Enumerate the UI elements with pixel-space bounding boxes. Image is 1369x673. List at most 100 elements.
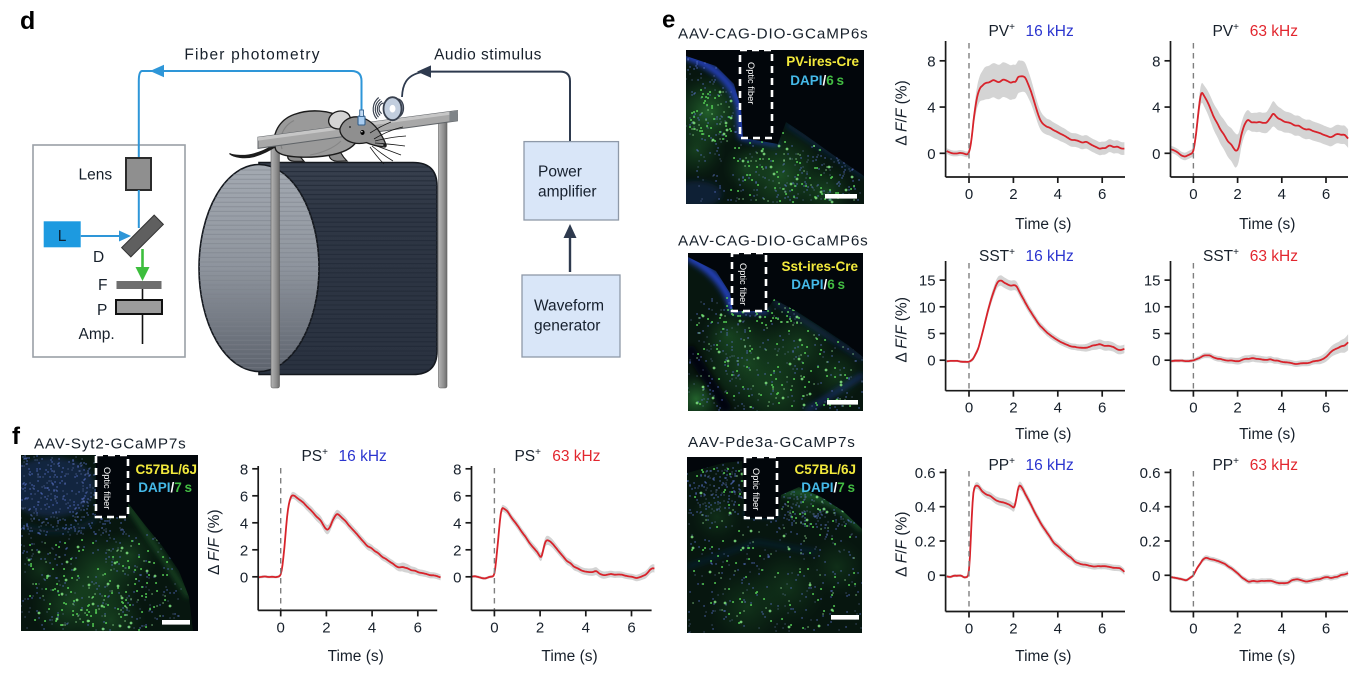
svg-text:8: 8 [240,461,248,478]
svg-text:6: 6 [1098,186,1106,203]
svg-text:Δ F/F (%): Δ F/F (%) [894,297,911,362]
svg-text:15: 15 [919,273,936,290]
svg-text:Amp.: Amp. [79,326,115,343]
svg-text:0.4: 0.4 [1140,499,1161,516]
svg-text:Time (s): Time (s) [1239,426,1295,443]
svg-text:C57BL/6J: C57BL/6J [135,462,197,477]
svg-text:AAV-CAG-DIO-GCaMP6s: AAV-CAG-DIO-GCaMP6s [678,26,869,43]
svg-text:0.2: 0.2 [1140,534,1161,551]
svg-text:0: 0 [965,400,973,417]
svg-text:63 kHz: 63 kHz [1250,248,1298,265]
svg-text:Time (s): Time (s) [1239,216,1295,233]
svg-text:DAPI/7 s: DAPI/7 s [138,480,192,495]
svg-text:4: 4 [1152,100,1160,117]
svg-text:4: 4 [453,515,461,532]
svg-text:DAPI/7 s: DAPI/7 s [801,480,855,495]
svg-text:10: 10 [919,299,936,316]
svg-text:4: 4 [1278,400,1286,417]
svg-text:PV+: PV+ [988,22,1015,40]
svg-text:generator: generator [534,318,600,335]
svg-text:e: e [662,7,675,34]
svg-text:2: 2 [1233,186,1241,203]
svg-text:Lens: Lens [79,167,113,184]
svg-text:6: 6 [627,619,635,636]
svg-text:0: 0 [453,569,461,586]
svg-text:2: 2 [1233,621,1241,638]
svg-text:5: 5 [927,326,935,343]
svg-text:0.4: 0.4 [915,499,936,516]
svg-text:DAPI/6 s: DAPI/6 s [791,277,845,292]
svg-text:AAV-Syt2-GCaMP7s: AAV-Syt2-GCaMP7s [34,436,187,453]
svg-text:f: f [12,423,21,450]
svg-text:AAV-Pde3a-GCaMP7s: AAV-Pde3a-GCaMP7s [688,434,856,451]
svg-text:6: 6 [1098,621,1106,638]
svg-text:Power: Power [538,164,582,181]
svg-text:2: 2 [453,542,461,559]
svg-text:4: 4 [1278,621,1286,638]
svg-text:4: 4 [1054,400,1062,417]
svg-text:2: 2 [536,619,544,636]
svg-text:SST+: SST+ [1203,247,1239,265]
svg-text:d: d [20,7,35,35]
svg-text:2: 2 [1009,621,1017,638]
svg-text:amplifier: amplifier [538,184,597,201]
svg-text:8: 8 [453,461,461,478]
svg-text:0: 0 [277,619,285,636]
svg-text:Time (s): Time (s) [1015,648,1071,665]
svg-text:15: 15 [1144,273,1161,290]
svg-text:0.6: 0.6 [915,465,936,482]
svg-text:2: 2 [240,542,248,559]
svg-text:2: 2 [322,619,330,636]
svg-text:Δ F/F (%): Δ F/F (%) [206,509,223,574]
svg-text:PP+: PP+ [1212,456,1239,474]
svg-text:16 kHz: 16 kHz [1026,457,1074,474]
svg-text:Time (s): Time (s) [541,648,597,665]
svg-text:4: 4 [240,515,248,532]
svg-text:C57BL/6J: C57BL/6J [794,462,856,477]
svg-text:DAPI/6 s: DAPI/6 s [790,73,844,88]
svg-text:Time (s): Time (s) [1239,648,1295,665]
svg-text:0: 0 [927,568,935,585]
svg-text:PP+: PP+ [988,456,1015,474]
svg-text:0: 0 [490,619,498,636]
svg-text:0: 0 [965,621,973,638]
svg-text:0.2: 0.2 [915,534,936,551]
svg-text:4: 4 [927,100,935,117]
svg-text:Sst-ires-Cre: Sst-ires-Cre [781,259,858,274]
svg-text:AAV-CAG-DIO-GCaMP6s: AAV-CAG-DIO-GCaMP6s [678,233,869,250]
svg-text:Optic fiber: Optic fiber [738,263,748,305]
svg-text:4: 4 [1054,186,1062,203]
svg-text:6: 6 [453,488,461,505]
svg-text:6: 6 [1322,621,1330,638]
svg-text:SST+: SST+ [979,247,1015,265]
svg-text:Time (s): Time (s) [1015,216,1071,233]
svg-text:Optic fiber: Optic fiber [751,468,761,510]
svg-text:0: 0 [1189,621,1197,638]
svg-text:Δ F/F (%): Δ F/F (%) [894,512,911,577]
svg-text:10: 10 [1144,299,1161,316]
svg-text:4: 4 [1278,186,1286,203]
svg-text:2: 2 [1009,186,1017,203]
svg-text:Optic fiber: Optic fiber [746,62,756,104]
svg-text:L: L [58,228,67,245]
svg-text:0: 0 [965,186,973,203]
svg-text:Optic fiber: Optic fiber [102,467,112,509]
svg-text:0: 0 [927,146,935,163]
svg-text:Fiber photometry: Fiber photometry [184,47,320,64]
svg-text:Waveform: Waveform [534,298,604,315]
svg-text:8: 8 [1152,53,1160,70]
svg-text:16 kHz: 16 kHz [1026,23,1074,40]
svg-text:PV-ires-Cre: PV-ires-Cre [786,54,859,69]
svg-text:6: 6 [414,619,422,636]
svg-text:6: 6 [1322,400,1330,417]
svg-text:6: 6 [240,488,248,505]
svg-text:0: 0 [1189,400,1197,417]
svg-text:P: P [97,302,107,319]
svg-text:4: 4 [582,619,590,636]
svg-text:0: 0 [1152,568,1160,585]
svg-text:63 kHz: 63 kHz [1250,457,1298,474]
svg-text:PS+: PS+ [514,447,541,465]
svg-text:16 kHz: 16 kHz [1026,248,1074,265]
svg-text:8: 8 [927,53,935,70]
svg-text:0: 0 [1152,353,1160,370]
